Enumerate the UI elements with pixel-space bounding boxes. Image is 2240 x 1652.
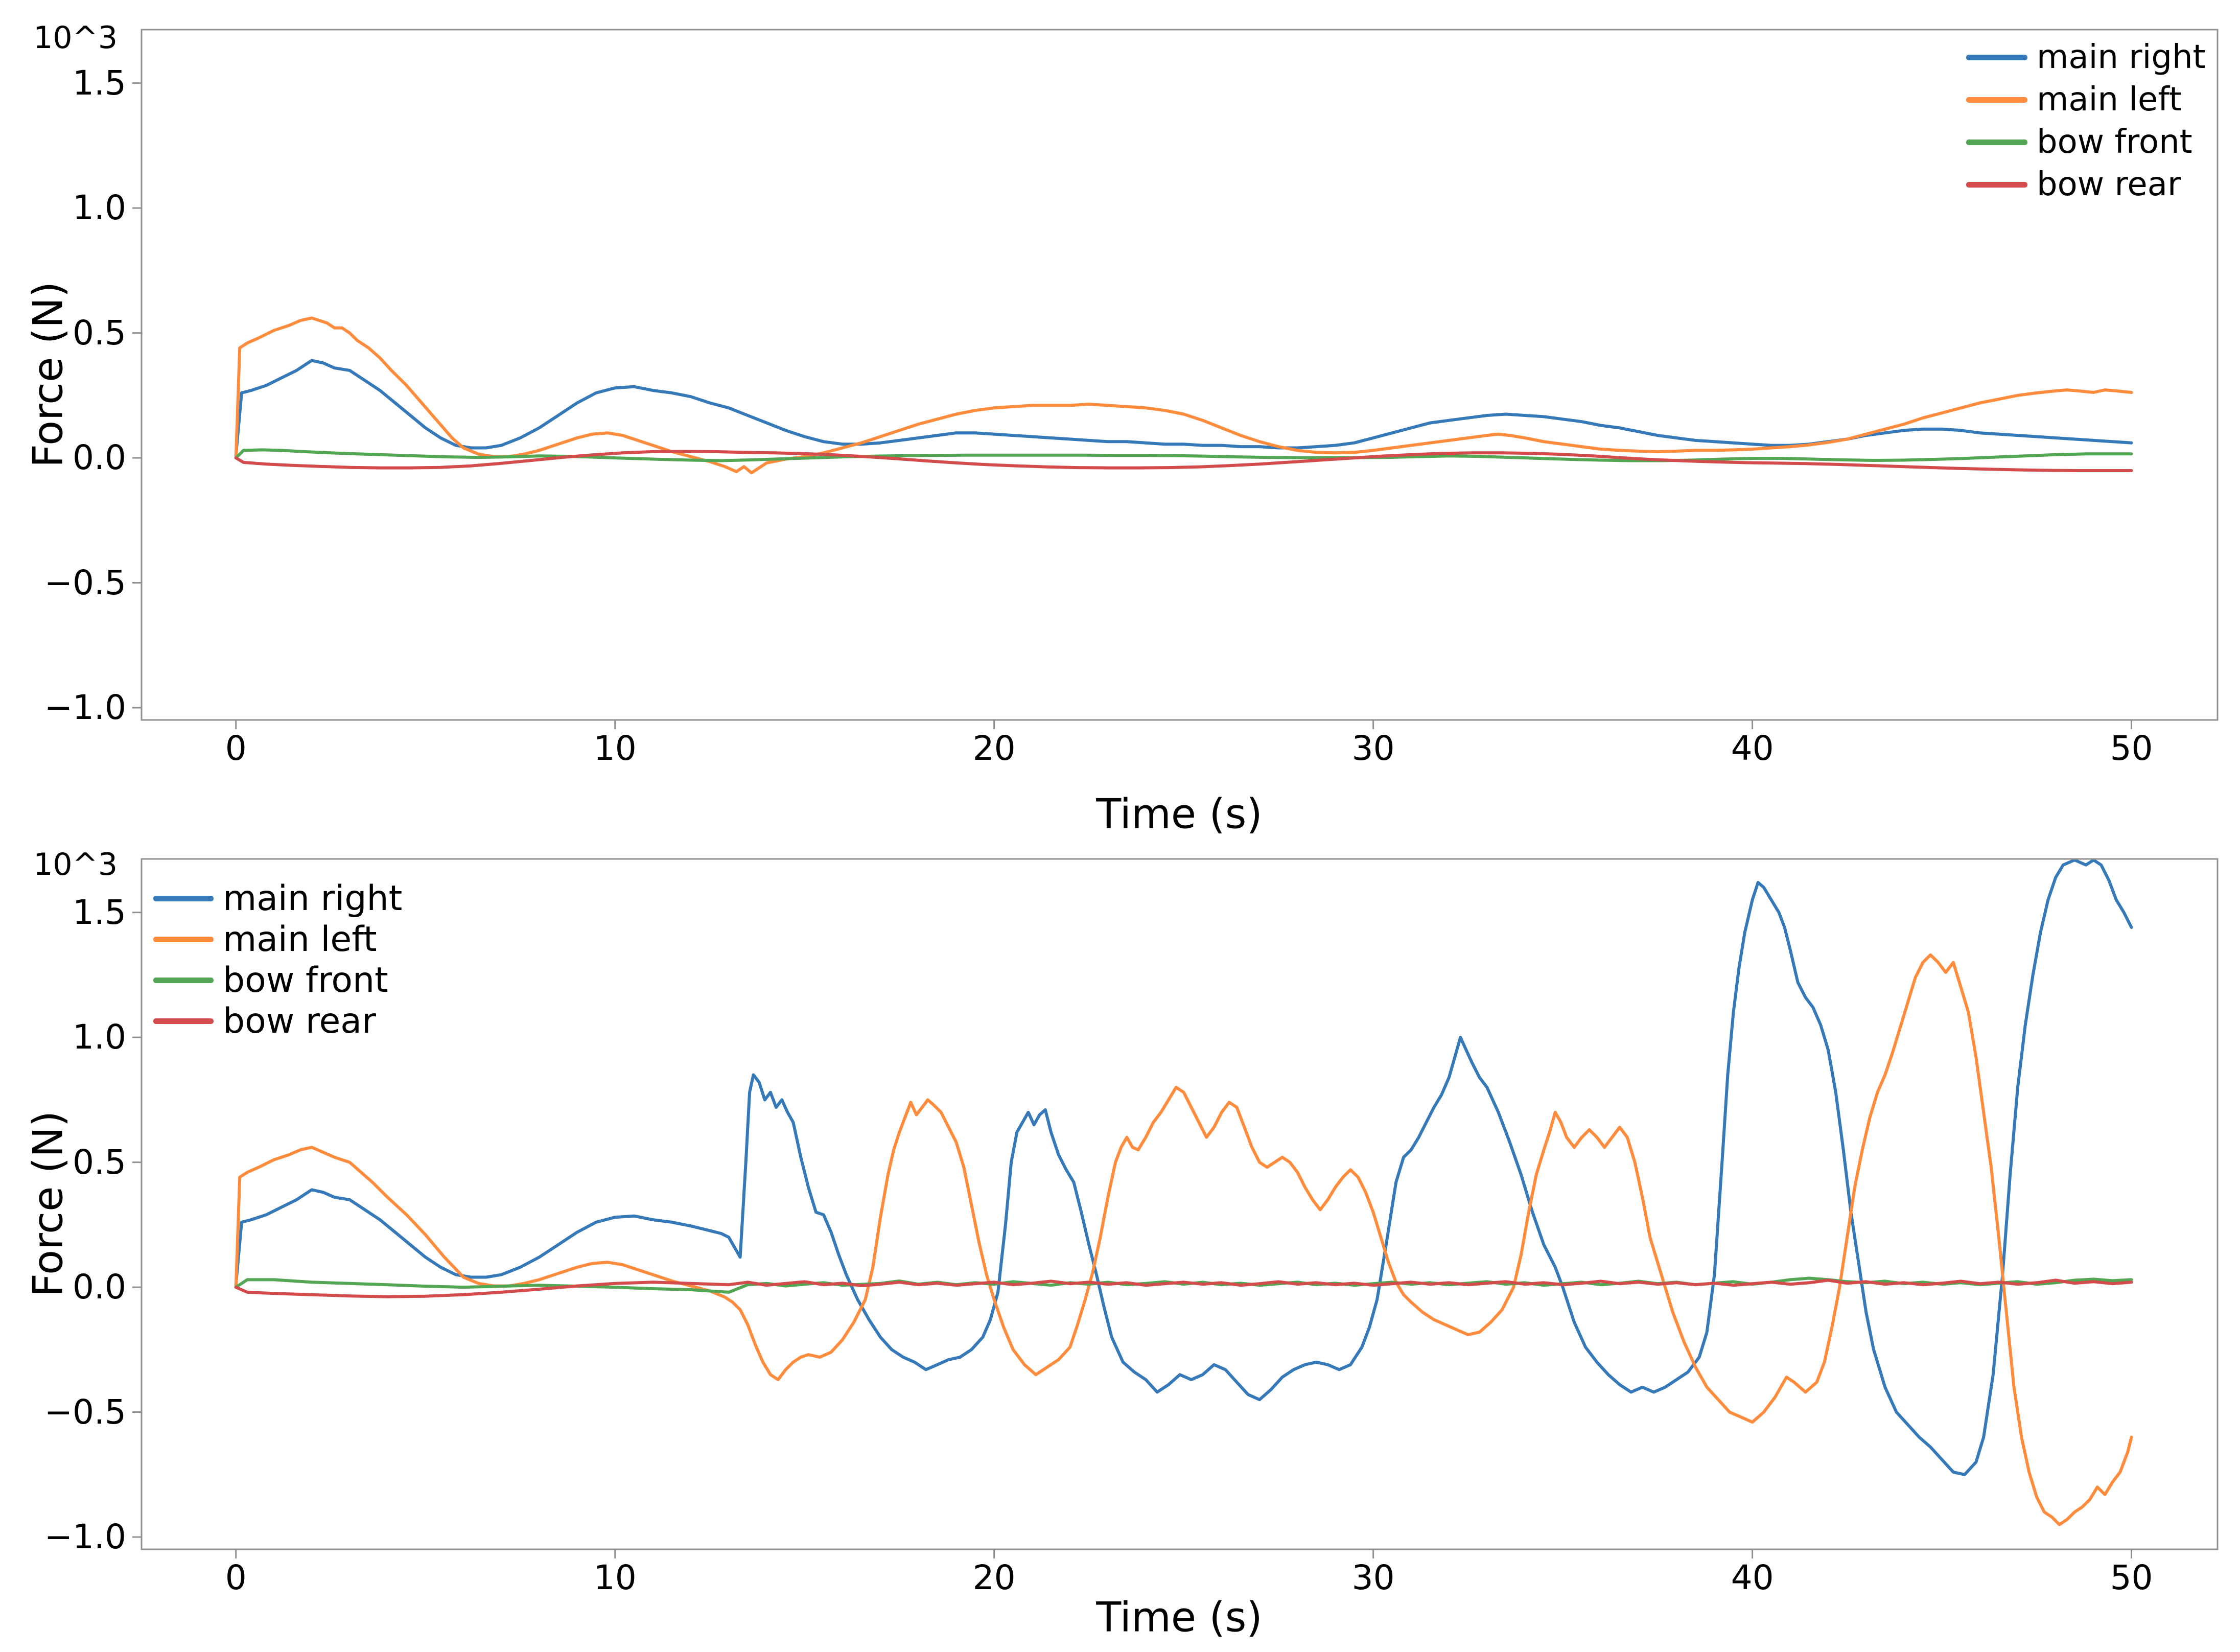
plot-frame-bottom-panel bbox=[141, 858, 2219, 1550]
legend-swatch-main-left bbox=[153, 936, 214, 942]
legend-item-main-right[interactable]: main right bbox=[1966, 37, 2206, 78]
x-axis-title-bottom: Time (s) bbox=[1096, 1593, 1263, 1641]
legend-label-bow-front: bow front bbox=[2037, 123, 2192, 161]
y-tick-label-bottom-panel: 0.5 bbox=[73, 1142, 126, 1182]
series-group-bottom-panel bbox=[234, 859, 2133, 1526]
legend-swatch-bow-rear bbox=[1966, 181, 2027, 188]
legend-item-bow-front[interactable]: bow front bbox=[153, 960, 388, 1000]
x-tick-label-bottom-panel: 10 bbox=[593, 1558, 637, 1597]
y-tick-label-top-panel: −1.0 bbox=[44, 688, 126, 728]
x-tick-label-bottom-panel: 20 bbox=[972, 1558, 1016, 1597]
y-axis-title-bottom: Force (N) bbox=[24, 1110, 72, 1297]
series-line-main-left bbox=[234, 316, 2133, 475]
legend-swatch-main-right bbox=[1966, 54, 2027, 60]
legend-item-main-left[interactable]: main left bbox=[1966, 79, 2182, 120]
legend-label-bow-rear: bow rear bbox=[2037, 166, 2181, 203]
y-axis-exponent-bottom: 10^3 bbox=[33, 847, 118, 882]
y-axis-title-top: Force (N) bbox=[24, 281, 72, 468]
y-tick-label-bottom-panel: 1.0 bbox=[73, 1017, 126, 1057]
y-tick-label-bottom-panel: 1.5 bbox=[73, 892, 126, 932]
legend-item-main-left[interactable]: main left bbox=[153, 919, 377, 960]
y-tick-label-top-panel: 1.0 bbox=[73, 188, 126, 228]
series-line-main-right bbox=[234, 859, 2133, 1476]
y-tick-label-top-panel: 0.5 bbox=[73, 313, 126, 353]
x-tick-label-bottom-panel: 30 bbox=[1351, 1558, 1395, 1597]
legend-label-bow-rear: bow rear bbox=[223, 1000, 376, 1041]
x-tick-label-top-panel: 50 bbox=[2110, 729, 2153, 768]
x-tick-label-top-panel: 30 bbox=[1351, 729, 1395, 768]
legend-label-main-right: main right bbox=[2037, 38, 2206, 76]
legend-swatch-bow-front bbox=[153, 977, 214, 983]
x-tick-label-bottom-panel: 40 bbox=[1731, 1558, 1774, 1597]
y-tick-label-bottom-panel: −0.5 bbox=[44, 1392, 126, 1432]
series-line-main-left bbox=[234, 953, 2133, 1526]
legend-label-bow-front: bow front bbox=[223, 960, 388, 1000]
x-tick-label-bottom-panel: 0 bbox=[225, 1558, 247, 1597]
legend-item-bow-rear[interactable]: bow rear bbox=[1966, 164, 2181, 205]
legend-label-main-left: main left bbox=[2037, 81, 2182, 119]
y-tick-label-top-panel: −0.5 bbox=[44, 563, 126, 602]
x-tick-label-top-panel: 10 bbox=[593, 729, 637, 768]
series-line-bow-rear bbox=[234, 1278, 2133, 1298]
y-tick-label-top-panel: 1.5 bbox=[73, 63, 126, 103]
y-axis-exponent-top: 10^3 bbox=[33, 20, 118, 56]
y-tick-label-bottom-panel: 0.0 bbox=[73, 1267, 126, 1307]
legend-swatch-main-right bbox=[153, 895, 214, 901]
series-line-bow-front bbox=[234, 448, 2133, 462]
legend-swatch-bow-rear bbox=[153, 1018, 214, 1024]
legend-label-main-left: main left bbox=[223, 919, 377, 960]
legend-swatch-main-left bbox=[1966, 97, 2027, 103]
series-group-top-panel bbox=[234, 316, 2133, 475]
y-tick-label-bottom-panel: −1.0 bbox=[44, 1517, 126, 1557]
legend-label-main-right: main right bbox=[223, 878, 403, 919]
legend-item-main-right[interactable]: main right bbox=[153, 878, 402, 919]
series-line-main-right bbox=[234, 359, 2133, 457]
x-tick-label-top-panel: 20 bbox=[972, 729, 1016, 768]
x-tick-label-bottom-panel: 50 bbox=[2110, 1558, 2153, 1597]
x-axis-title-top: Time (s) bbox=[1096, 790, 1263, 838]
x-tick-label-top-panel: 0 bbox=[225, 729, 247, 768]
legend-item-bow-rear[interactable]: bow rear bbox=[153, 1000, 376, 1041]
plot-frame-top-panel bbox=[141, 29, 2219, 721]
series-line-bow-rear bbox=[234, 450, 2133, 472]
y-tick-label-top-panel: 0.0 bbox=[73, 438, 126, 478]
legend-item-bow-front[interactable]: bow front bbox=[1966, 122, 2192, 162]
x-tick-label-top-panel: 40 bbox=[1731, 729, 1774, 768]
legend-swatch-bow-front bbox=[1966, 139, 2027, 145]
